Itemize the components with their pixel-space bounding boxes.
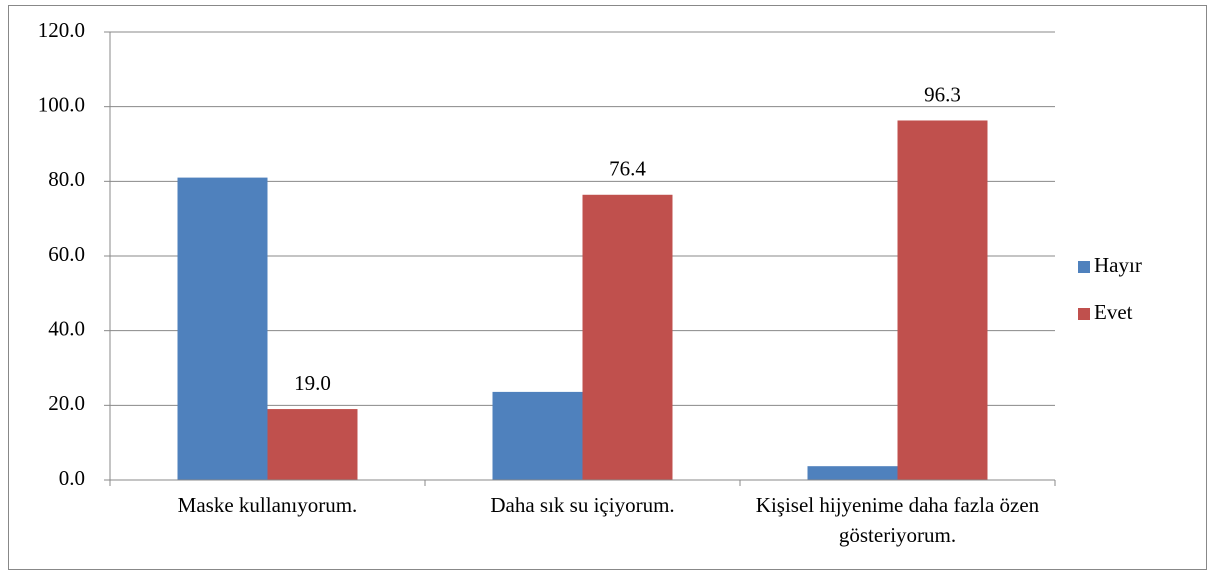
y-tick-label: 0.0 [59,466,85,490]
y-tick-label: 40.0 [48,316,85,340]
y-tick-label: 20.0 [48,391,85,415]
y-tick-label: 100.0 [38,92,85,116]
bar [177,177,268,480]
legend-label: Evet [1094,300,1133,324]
y-tick-label: 120.0 [38,18,85,42]
bar [807,466,898,480]
legend-swatch [1078,308,1090,320]
bar [897,120,988,480]
y-tick-label: 80.0 [48,167,85,191]
bar [267,409,358,480]
legend-label: Hayır [1094,253,1142,277]
x-tick-label: Maske kullanıyorum. [177,493,358,517]
x-tick-label: Daha sık su içiyorum. [490,493,675,517]
data-label: 19.0 [294,371,331,395]
data-label: 76.4 [609,157,646,181]
y-tick-label: 60.0 [48,242,85,266]
x-tick-label: Kişisel hijyenime daha fazla özen göster… [755,493,1040,547]
legend-swatch [1078,261,1090,273]
bar [582,194,673,481]
data-label: 96.3 [924,82,961,106]
bar [492,391,583,480]
